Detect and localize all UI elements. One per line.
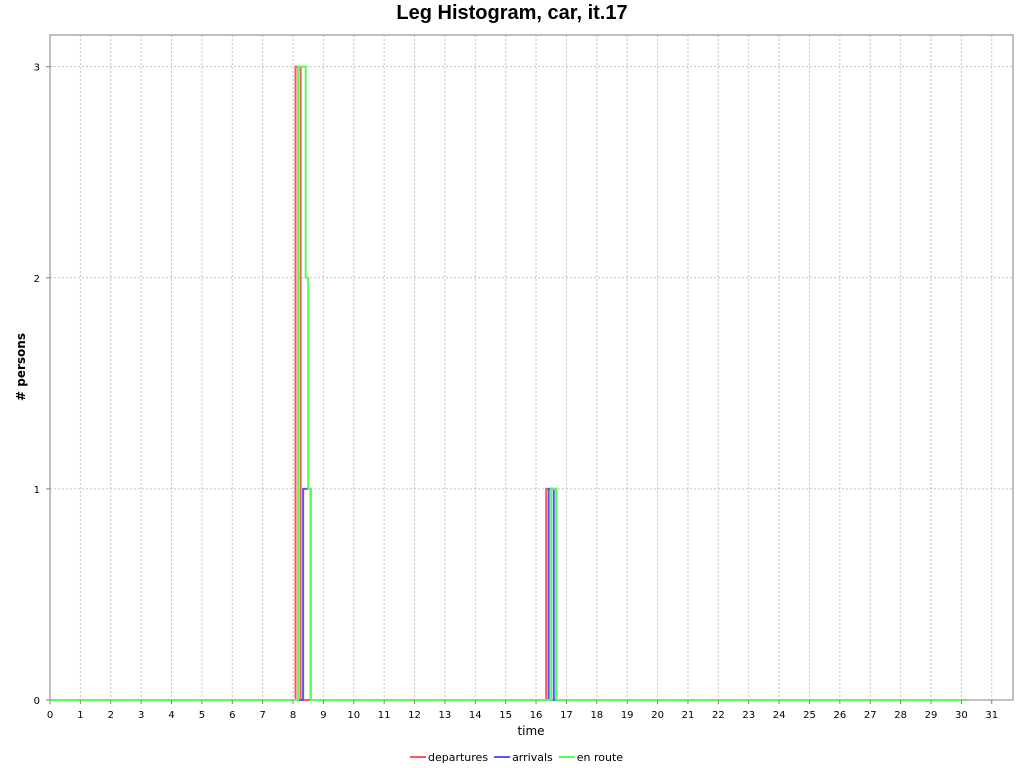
series-arrivals-line — [50, 489, 966, 700]
x-tick-label: 25 — [803, 710, 816, 721]
x-tick-label: 4 — [168, 710, 174, 721]
legend-label: departures — [428, 751, 488, 764]
x-tick-label: 23 — [742, 710, 755, 721]
series-departures-line — [50, 67, 966, 700]
legend-item-arrivals: arrivals — [494, 751, 553, 764]
x-tick-label: 29 — [925, 710, 938, 721]
x-tick-label: 20 — [651, 710, 664, 721]
x-axis-title: time — [517, 724, 544, 738]
series-layer — [50, 67, 966, 700]
x-tick-label: 26 — [833, 710, 846, 721]
y-tick-label: 1 — [34, 485, 40, 496]
x-tick-label: 16 — [530, 710, 543, 721]
x-tick-label: 0 — [47, 710, 53, 721]
x-tick-label: 1 — [77, 710, 83, 721]
x-tick-label: 19 — [621, 710, 634, 721]
x-tick-label: 27 — [864, 710, 877, 721]
y-tick-label: 2 — [34, 274, 40, 285]
legend-label: en route — [577, 751, 624, 764]
y-tick-label: 0 — [34, 696, 40, 707]
x-tick-label: 9 — [320, 710, 326, 721]
y-axis-title: # persons — [14, 333, 28, 401]
legend: departures arrivals en route — [410, 751, 623, 764]
x-tick-label: 10 — [347, 710, 360, 721]
x-tick-label: 14 — [469, 710, 482, 721]
x-tick-label: 21 — [682, 710, 695, 721]
x-tick-label: 13 — [439, 710, 452, 721]
x-tick-label: 22 — [712, 710, 725, 721]
x-tick-label: 28 — [894, 710, 907, 721]
x-tick-label: 24 — [773, 710, 786, 721]
x-tick-label: 15 — [499, 710, 512, 721]
legend-label: arrivals — [512, 751, 553, 764]
x-tick-label: 6 — [229, 710, 235, 721]
x-tick-label: 18 — [590, 710, 603, 721]
axes: 0123456789101112131415161718192021222324… — [34, 63, 998, 721]
x-tick-label: 7 — [259, 710, 265, 721]
x-tick-label: 11 — [378, 710, 391, 721]
plot-area — [50, 35, 1013, 700]
y-tick-label: 3 — [34, 63, 40, 74]
x-tick-label: 3 — [138, 710, 144, 721]
legend-item-departures: departures — [410, 751, 488, 764]
grid — [50, 35, 1013, 700]
series-en-route-line — [50, 67, 966, 700]
x-tick-label: 12 — [408, 710, 421, 721]
x-tick-label: 31 — [985, 710, 998, 721]
x-tick-label: 2 — [108, 710, 114, 721]
x-tick-label: 5 — [199, 710, 205, 721]
legend-item-en-route: en route — [559, 751, 624, 764]
x-tick-label: 30 — [955, 710, 968, 721]
x-tick-label: 17 — [560, 710, 573, 721]
x-tick-label: 8 — [290, 710, 296, 721]
